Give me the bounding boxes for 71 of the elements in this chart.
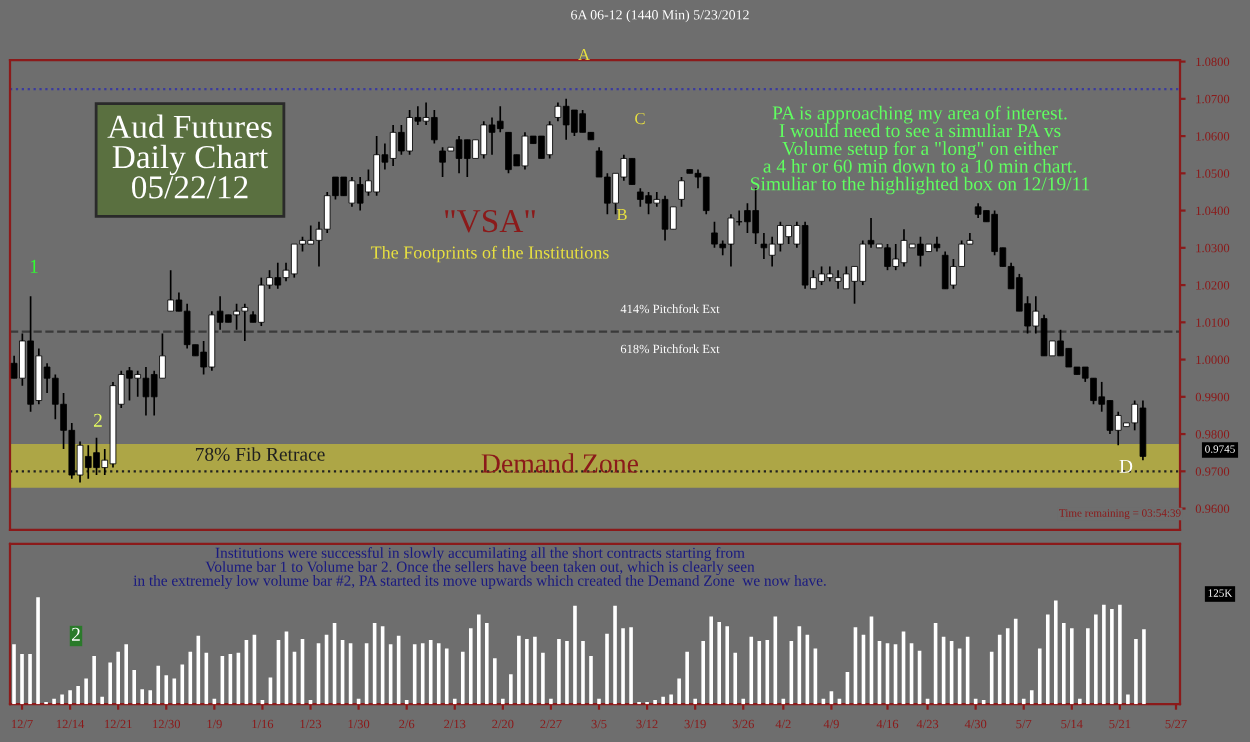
candlestick [241, 302, 249, 342]
candlestick [431, 109, 438, 145]
candlestick [669, 206, 677, 231]
candlestick [93, 436, 100, 476]
candlestick [702, 176, 710, 216]
candlestick [727, 213, 735, 268]
candlestick [1065, 347, 1073, 368]
candlestick [84, 444, 92, 480]
annotation: PA is approaching my area of interest. I would need to see a simuliar PA vs Volume setup for a "long" on either a 4 hr or 60 min down to a 10 min chart. Simuliar to the highlighted box on 12/19/11 [751, 105, 1090, 195]
candlestick [752, 187, 759, 245]
text: Aud Futures Daily Chart 05/22/12 [107, 114, 272, 199]
candlestick [892, 243, 900, 272]
annotation: The Footprints of the Institutions [370, 245, 609, 263]
candlestick [562, 98, 570, 141]
candlestick [258, 276, 265, 327]
candlestick [884, 243, 891, 272]
candlestick [1040, 314, 1048, 357]
candlestick [455, 135, 463, 175]
band-label: Demand Zone [481, 453, 638, 473]
candlestick [834, 269, 842, 290]
candlestick [290, 243, 298, 279]
candlestick [35, 347, 43, 406]
annotation: C [635, 112, 645, 125]
candlestick [843, 265, 850, 290]
annotation: D [1119, 459, 1133, 473]
candlestick [546, 120, 553, 160]
candlestick [233, 302, 240, 331]
candlestick [941, 250, 949, 290]
candlestick [859, 239, 867, 286]
annotation: 2 [71, 627, 80, 641]
candlestick [134, 369, 142, 398]
candlestick [637, 187, 644, 208]
candlestick [678, 176, 685, 208]
candlestick [900, 228, 908, 268]
candlestick [579, 109, 586, 134]
candlestick [661, 194, 669, 242]
candlestick [167, 269, 174, 312]
candlestick [777, 220, 784, 253]
annotation: "VSA" [445, 209, 535, 233]
candlestick [356, 176, 364, 212]
candlestick [340, 176, 347, 197]
candlestick [505, 131, 512, 175]
candlestick [463, 138, 471, 178]
candlestick [917, 235, 924, 268]
candlestick [818, 265, 825, 286]
candlestick [439, 146, 446, 178]
candlestick [711, 220, 718, 249]
candlestick [628, 158, 636, 185]
candlestick [645, 191, 652, 216]
candlestick [142, 366, 150, 417]
candlestick [521, 131, 529, 171]
candlestick [373, 135, 380, 197]
candlestick [480, 120, 488, 160]
candlestick [744, 202, 751, 234]
candlestick [307, 224, 315, 245]
annotation: B [616, 209, 627, 221]
candlestick [389, 124, 397, 167]
candlestick [496, 105, 504, 134]
candlestick [554, 101, 562, 123]
candlestick [398, 124, 405, 156]
candlestick [183, 302, 191, 350]
candlestick [274, 261, 282, 290]
candlestick [785, 224, 792, 245]
candlestick [406, 109, 413, 156]
candlestick [126, 366, 133, 402]
candlestick [348, 176, 356, 208]
annotation: 2 [93, 413, 102, 427]
text: A [578, 49, 590, 61]
annotation: 1 [30, 259, 38, 273]
candlestick [571, 109, 578, 137]
annotation: 78% Fib Retrace [195, 447, 325, 461]
